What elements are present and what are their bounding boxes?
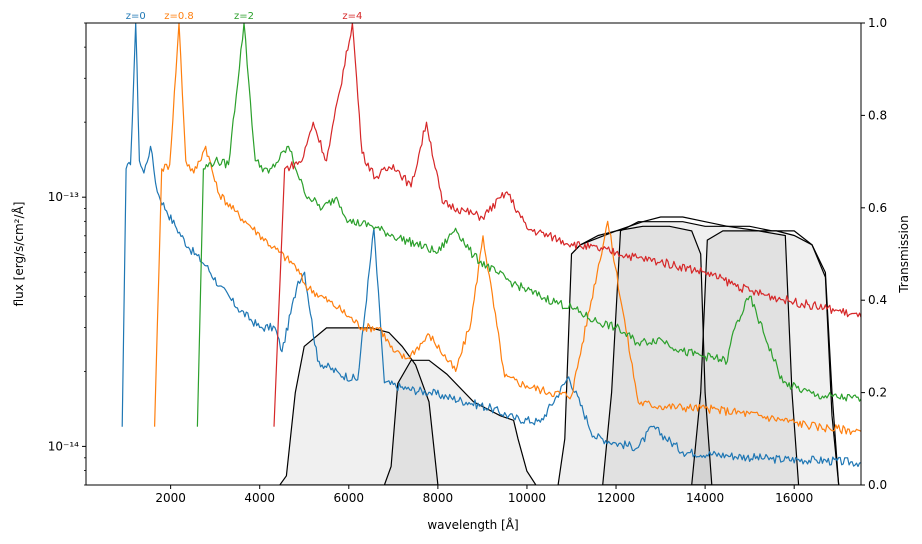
x-tick-label: 2000	[155, 491, 186, 505]
filter-nir-2	[602, 221, 800, 485]
x-tick-label: 4000	[244, 491, 275, 505]
series-z=4	[273, 23, 861, 427]
y2-tick-label: 0.2	[868, 386, 887, 400]
annotation-z=0.8: z=0.8	[164, 11, 194, 22]
spectra-series	[121, 23, 861, 468]
y2-axis-title: Transmission	[897, 215, 911, 294]
annotation-z=4: z=4	[342, 11, 362, 22]
y-tick-label: 10⁻¹³	[48, 190, 79, 204]
annotation-z=0: z=0	[126, 11, 146, 22]
series-z=2	[196, 23, 861, 427]
x-tick-label: 16000	[775, 491, 813, 505]
series-z=0	[121, 23, 861, 468]
axes	[85, 22, 862, 486]
filter-envelope	[571, 216, 840, 485]
y2-tick-label: 1.0	[868, 16, 887, 30]
redshift-annotations: z=0 z=0.8 z=2 z=4	[126, 11, 363, 22]
y2-tick-label: 0.4	[868, 293, 887, 307]
annotation-z=2: z=2	[234, 11, 254, 22]
x-tick-label: 14000	[686, 491, 724, 505]
series-z=0.8	[154, 23, 861, 435]
x-tick-label: 10000	[508, 491, 546, 505]
filter-transmission-curves	[279, 216, 840, 485]
plot-frame	[85, 22, 862, 486]
y2-tick-label: 0.0	[868, 478, 887, 492]
y-axis-title: flux [erg/s/cm²/Å]	[11, 202, 26, 307]
x-tick-label: 8000	[423, 491, 454, 505]
y2-tick-label: 0.6	[868, 201, 887, 215]
x-tick-label: 12000	[597, 491, 635, 505]
filter-optical-1	[279, 327, 439, 485]
y2-tick-label: 0.8	[868, 108, 887, 122]
y-tick-label: 10⁻¹⁴	[48, 439, 79, 453]
filter-optical-2	[383, 359, 537, 485]
x-tick-label: 6000	[334, 491, 365, 505]
axis-ticks: 2000 4000 6000 8000 10000 12000 14000 16000 10⁻¹…	[48, 16, 887, 505]
x-axis-title: wavelength [Å]	[427, 517, 518, 532]
